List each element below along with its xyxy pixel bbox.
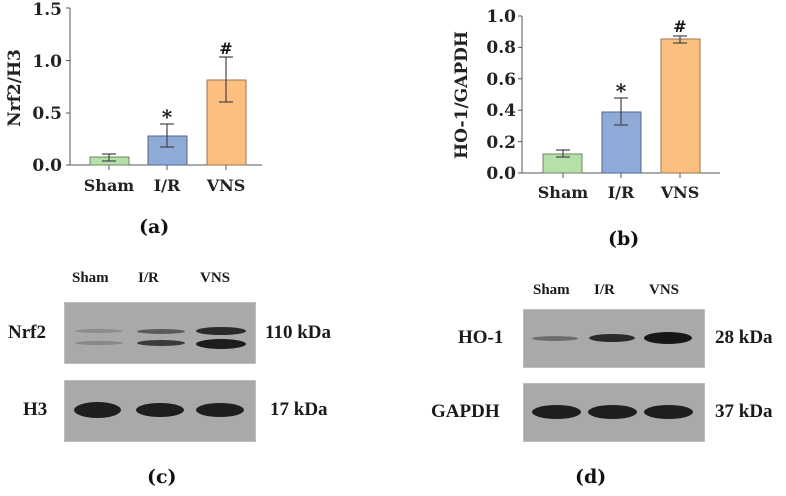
svg-text:1.0: 1.0 — [32, 52, 62, 72]
caption-a: (a) — [139, 216, 170, 238]
blot-panel-h3 — [64, 380, 256, 442]
chart-a-ylabel: Nrf2/H3 — [5, 49, 25, 127]
svg-text:0.5: 0.5 — [32, 104, 62, 124]
error-bars — [102, 56, 233, 162]
caption-c: (c) — [147, 466, 177, 488]
svg-text:VNS: VNS — [206, 176, 246, 195]
svg-text:Sham: Sham — [84, 176, 135, 195]
chart-b-yticks: 0.0 0.2 0.4 0.6 0.8 1.0 — [486, 7, 516, 184]
bar-vns — [660, 38, 701, 174]
size-label-h3: 17 kDa — [270, 399, 328, 420]
protein-label-h3: H3 — [23, 399, 48, 420]
protein-label-gapdh: GAPDH — [431, 401, 500, 422]
chart-b: HO-1/GAPDH 0.0 0.2 0.4 0.6 0.8 1.0 * # S… — [452, 7, 720, 202]
chart-a: Nrf2/H3 0.0 0.5 1.0 1.5 * # Sham I/R VNS — [5, 0, 262, 195]
protein-label-nrf2: Nrf2 — [8, 322, 46, 343]
sig-ir: * — [616, 79, 627, 103]
svg-text:0.0: 0.0 — [486, 164, 516, 184]
size-label-ho1: 28 kDa — [715, 327, 773, 348]
svg-text:0.8: 0.8 — [486, 38, 516, 58]
chart-a-yticks: 0.0 0.5 1.0 1.5 — [32, 0, 62, 176]
size-label-gapdh: 37 kDa — [715, 401, 773, 422]
svg-text:I/R: I/R — [608, 183, 635, 202]
lane-label-vns: VNS — [200, 270, 231, 286]
lane-label-vns: VNS — [649, 282, 680, 298]
blot-panel-ho1 — [523, 309, 705, 368]
lane-label-sham: Sham — [533, 282, 570, 298]
protein-label-ho1: HO-1 — [458, 327, 504, 348]
caption-b: (b) — [608, 228, 640, 250]
chart-b-ylabel: HO-1/GAPDH — [452, 31, 472, 159]
svg-text:0.4: 0.4 — [486, 101, 516, 121]
caption-d: (d) — [575, 466, 607, 488]
chart-a-xticks: Sham I/R VNS — [84, 176, 246, 195]
error-bars — [556, 35, 687, 158]
lane-label-ir: I/R — [594, 282, 615, 298]
svg-text:VNS: VNS — [660, 183, 700, 202]
svg-text:Sham: Sham — [538, 183, 589, 202]
svg-text:0.2: 0.2 — [486, 133, 516, 153]
lane-label-ir: I/R — [138, 270, 159, 286]
sig-ir: * — [162, 105, 173, 129]
chart-b-xticks: Sham I/R VNS — [538, 183, 700, 202]
lane-label-sham: Sham — [72, 270, 109, 286]
svg-text:1.0: 1.0 — [486, 7, 516, 27]
blot-panel-gapdh — [523, 383, 705, 442]
sig-vns: # — [219, 39, 232, 58]
blot-panel-nrf2 — [64, 302, 256, 364]
size-label-nrf2: 110 kDa — [265, 322, 331, 343]
svg-text:I/R: I/R — [154, 176, 181, 195]
svg-text:0.6: 0.6 — [486, 70, 516, 90]
svg-text:0.0: 0.0 — [32, 156, 62, 176]
sig-vns: # — [673, 17, 686, 36]
svg-text:1.5: 1.5 — [32, 0, 62, 20]
